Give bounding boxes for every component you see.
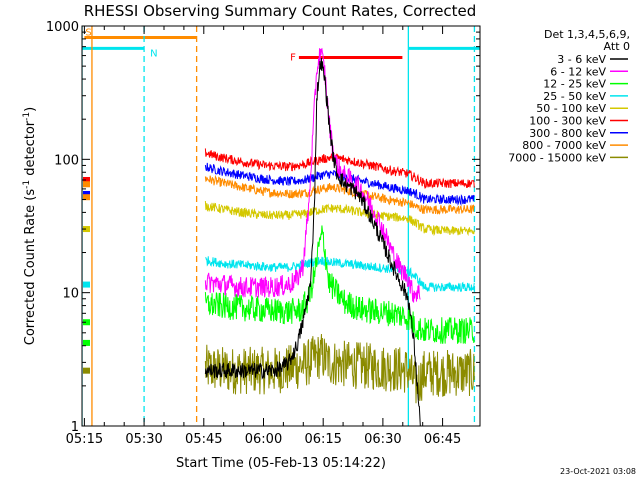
series-line: [205, 256, 475, 293]
y-axis-label-main: Corrected Count Rate (s: [23, 189, 38, 346]
flag-letter: F: [290, 53, 296, 64]
x-axis-label: Start Time (05-Feb-13 05:14:22): [176, 456, 386, 471]
y-axis-label-end: ): [23, 107, 38, 112]
x-tick-label: 05:45: [185, 432, 222, 447]
timestamp: 23-Oct-2021 03:08: [560, 467, 636, 476]
flag-layer: S N F: [82, 27, 480, 64]
left-stub: [83, 226, 90, 233]
y-axis-label-sup1: -1: [22, 180, 32, 189]
y-axis-ticks: 1 10 100 1000: [46, 20, 480, 435]
flag-letter: N: [150, 48, 157, 59]
y-axis-label-mid: detector: [23, 120, 38, 180]
x-tick-label: 06:15: [304, 432, 341, 447]
left-stub: [83, 194, 90, 201]
x-axis-ticks: 05:15 05:30 05:45 06:00 06:15 06:30 06:45: [66, 26, 461, 447]
x-tick-label: 05:15: [66, 432, 103, 447]
y-tick-label: 1: [71, 420, 79, 435]
left-stub: [83, 339, 90, 346]
plot-frame: [81, 25, 481, 427]
series-line: [204, 47, 421, 303]
y-tick-label: 100: [54, 153, 79, 168]
legend-entry-label: 100 - 300 keV: [529, 115, 606, 128]
legend-header-line1: Det 1,3,4,5,6,9,: [544, 28, 630, 41]
y-tick-label: 10: [62, 287, 79, 302]
legend-entry-label: 800 - 7000 keV: [522, 139, 606, 152]
x-tick-label: 06:30: [364, 432, 401, 447]
series-line: [204, 334, 475, 404]
left-stub-layer: [83, 176, 90, 374]
legend-entry-label: 12 - 25 keV: [543, 78, 606, 91]
left-stub: [83, 319, 90, 326]
left-stub: [83, 176, 90, 183]
series-line: [204, 148, 475, 190]
y-axis-label-sup2: -1: [22, 112, 32, 121]
legend-entry-label: 3 - 6 keV: [557, 53, 606, 66]
left-stub: [83, 281, 90, 288]
series-line: [204, 225, 475, 345]
y-tick-label: 1000: [46, 20, 79, 35]
left-stub: [83, 367, 90, 374]
legend-entry-label: 7000 - 15000 keV: [508, 151, 606, 164]
series-line: [204, 200, 475, 237]
legend-entry-label: 6 - 12 keV: [550, 65, 606, 78]
attenuator-marker-layer: [82, 26, 476, 426]
legend-entry-label: 300 - 800 keV: [529, 127, 606, 140]
series-layer: [204, 47, 475, 426]
y-axis-label: Corrected Count Rate (s-1 detector-1): [22, 107, 38, 345]
x-tick-label: 05:30: [125, 432, 162, 447]
left-stub: [83, 190, 90, 197]
chart-title: RHESSI Observing Summary Count Rates, Co…: [84, 2, 477, 20]
legend-header-line2: Att 0: [604, 40, 630, 53]
series-line: [204, 174, 475, 215]
left-stub: [83, 181, 90, 188]
flag-letter: S: [85, 27, 91, 38]
x-tick-label: 06:45: [424, 432, 461, 447]
legend-entry-label: 50 - 100 keV: [536, 102, 606, 115]
series-line: [204, 57, 421, 426]
x-tick-label: 06:00: [245, 432, 282, 447]
legend-entry-label: 25 - 50 keV: [543, 90, 606, 103]
